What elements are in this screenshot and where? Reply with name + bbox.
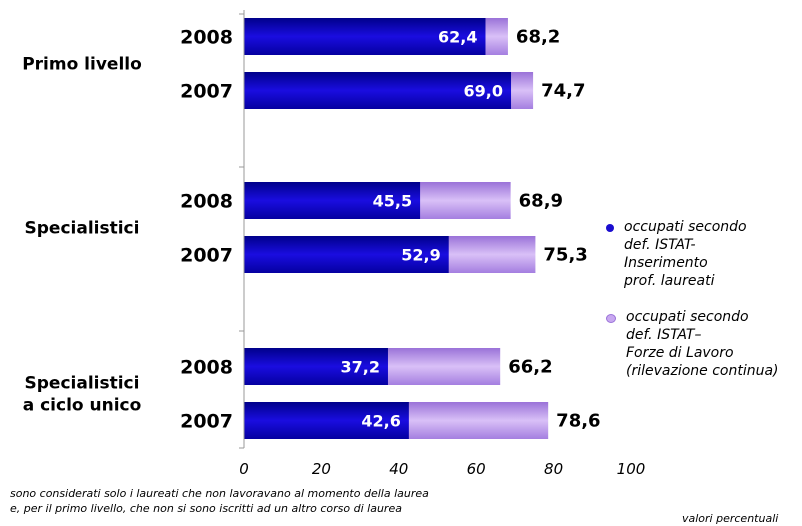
data-label-forze-lavoro: 68,9: [519, 191, 563, 212]
year-label: 2007: [180, 81, 233, 103]
bar-inserimento: [244, 18, 486, 55]
year-label: 2008: [180, 27, 233, 49]
x-tick-label: 80: [544, 460, 563, 478]
data-label-forze-lavoro: 74,7: [541, 81, 585, 102]
footnote: sono considerati solo i laureati che non…: [10, 487, 429, 515]
year-label: 2007: [180, 411, 233, 433]
data-label-inserimento: 62,4: [438, 28, 477, 47]
legend-item-inserimento: occupati secondo def. ISTAT- Inserimento…: [606, 218, 747, 290]
year-label: 2008: [180, 191, 233, 213]
bar-inserimento: [244, 402, 409, 439]
legend-label: occupati secondo def. ISTAT- Inserimento…: [624, 219, 747, 289]
x-tick-label: 100: [617, 460, 646, 478]
units-label: valori percentuali: [682, 512, 779, 525]
year-label: 2008: [180, 357, 233, 379]
legend-label: occupati secondo def. ISTAT– Forze di La…: [626, 309, 779, 379]
data-label-forze-lavoro: 78,6: [556, 411, 600, 432]
year-label: 2007: [180, 245, 233, 267]
legend-item-forze-lavoro: occupati secondo def. ISTAT– Forze di La…: [606, 308, 779, 380]
bar-inserimento: [244, 236, 449, 273]
x-tick-label: 60: [467, 460, 486, 478]
bar-inserimento: [244, 348, 388, 385]
data-label-inserimento: 52,9: [401, 246, 440, 265]
data-label-inserimento: 69,0: [464, 82, 503, 101]
legend-swatch-blue-icon: [606, 224, 614, 232]
bar-inserimento: [244, 72, 512, 109]
legend-swatch-violet-icon: [606, 314, 616, 323]
data-label-forze-lavoro: 66,2: [508, 357, 552, 378]
group-label: Primo livello: [22, 55, 142, 75]
x-tick-label: 0: [239, 460, 249, 478]
x-tick-label: 20: [312, 460, 331, 478]
x-tick-label: 40: [389, 460, 408, 478]
data-label-forze-lavoro: 75,3: [543, 245, 587, 266]
bar-inserimento: [244, 182, 421, 219]
data-label-inserimento: 37,2: [340, 358, 379, 377]
data-label-inserimento: 45,5: [373, 192, 412, 211]
data-label-inserimento: 42,6: [361, 412, 400, 431]
group-label: Specialistici: [25, 219, 140, 239]
group-label: Specialistici a ciclo unico: [23, 374, 142, 416]
data-label-forze-lavoro: 68,2: [516, 27, 560, 48]
